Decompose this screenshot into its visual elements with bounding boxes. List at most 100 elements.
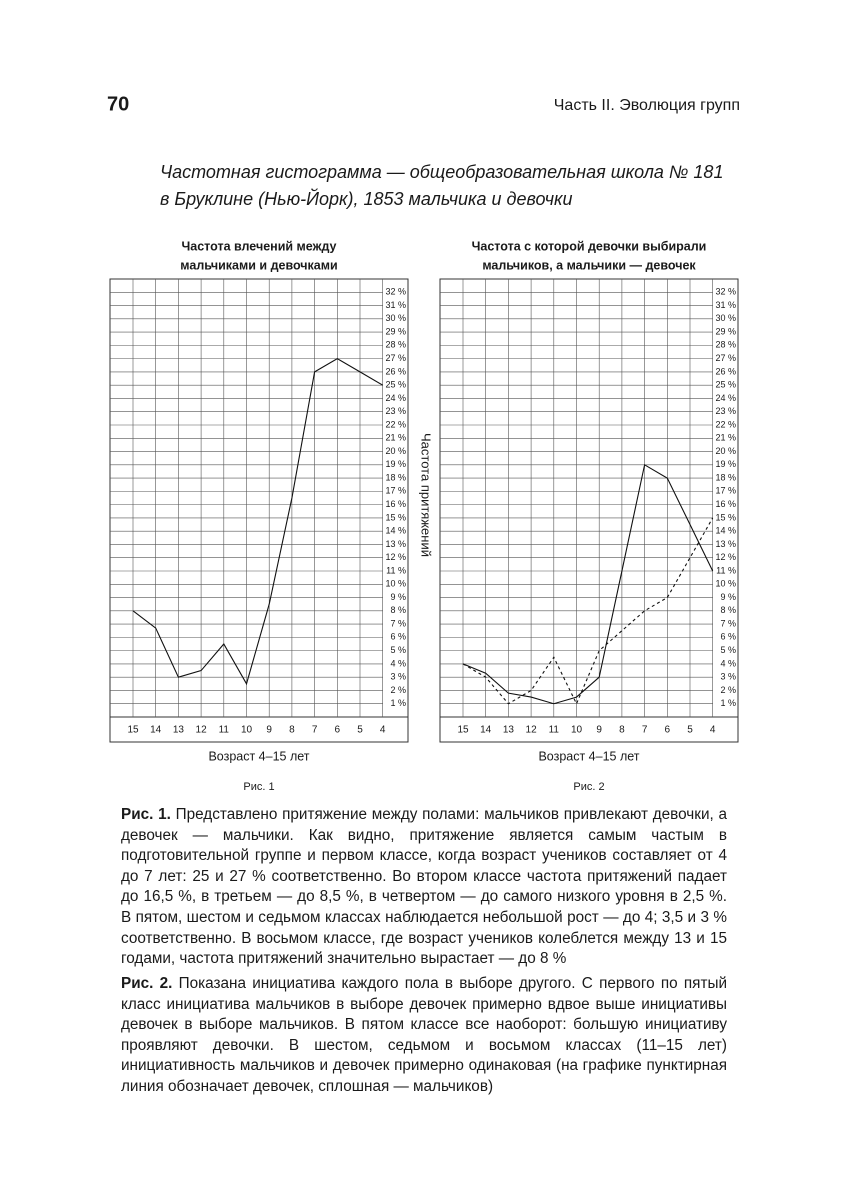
x-tick-label: 8 — [289, 725, 295, 736]
y-tick-label: 7 % — [720, 618, 736, 628]
y-tick-label: 24 % — [385, 393, 406, 403]
x-tick-label: 12 — [526, 725, 538, 736]
x-tick-label: 11 — [549, 725, 560, 736]
y-tick-label: 15 % — [715, 512, 736, 522]
x-tick-label: 11 — [219, 725, 230, 736]
y-tick-label: 9 % — [720, 592, 736, 602]
y-tick-label: 28 % — [715, 340, 736, 350]
y-tick-label: 22 % — [385, 419, 406, 429]
x-tick-label: 9 — [596, 725, 602, 736]
x-tick-label: 5 — [687, 725, 693, 736]
y-tick-label: 32 % — [715, 287, 736, 297]
y-tick-label: 2 % — [720, 685, 736, 695]
x-tick-label: 8 — [619, 725, 625, 736]
paragraph: Рис. 1. Представлено притяжение между по… — [121, 805, 727, 970]
y-tick-label: 29 % — [715, 326, 736, 336]
y-tick-label: 12 % — [715, 552, 736, 562]
x-tick-label: 14 — [480, 725, 492, 736]
y-tick-label: 28 % — [385, 340, 406, 350]
y-tick-label: 3 % — [720, 672, 736, 682]
y-tick-label: 20 % — [385, 446, 406, 456]
y-tick-label: 27 % — [715, 353, 736, 363]
y-tick-label: 14 % — [385, 526, 406, 536]
y-tick-label: 16 % — [715, 499, 736, 509]
x-tick-label: 13 — [173, 725, 185, 736]
x-axis-label: Возраст 4–15 лет — [538, 749, 639, 763]
y-tick-label: 23 % — [385, 406, 406, 416]
y-tick-label: 17 % — [385, 486, 406, 496]
y-tick-label: 31 % — [385, 300, 406, 310]
y-axis-label: Частота притяжений — [419, 433, 434, 557]
y-tick-label: 30 % — [715, 313, 736, 323]
x-tick-label: 7 — [312, 725, 318, 736]
y-tick-label: 7 % — [390, 618, 406, 628]
y-tick-label: 16 % — [385, 499, 406, 509]
x-axis-label: Возраст 4–15 лет — [208, 749, 309, 763]
x-tick-label: 9 — [266, 725, 272, 736]
y-tick-label: 13 % — [385, 539, 406, 549]
y-tick-label: 2 % — [390, 685, 406, 695]
x-tick-label: 4 — [380, 725, 386, 736]
chart-frame — [109, 278, 409, 743]
x-tick-label: 12 — [196, 725, 208, 736]
x-tick-label: 7 — [642, 725, 648, 736]
y-tick-label: 31 % — [715, 300, 736, 310]
x-tick-label: 15 — [127, 725, 139, 736]
y-tick-label: 1 % — [720, 698, 736, 708]
y-tick-label: 26 % — [715, 366, 736, 376]
y-tick-label: 19 % — [715, 459, 736, 469]
paragraph-text: Представлено притяжение между полами: ма… — [121, 806, 727, 968]
y-tick-label: 29 % — [385, 326, 406, 336]
y-tick-label: 22 % — [715, 419, 736, 429]
y-tick-label: 27 % — [385, 353, 406, 363]
chart-title: Частота влечений между — [182, 239, 337, 253]
y-tick-label: 10 % — [385, 579, 406, 589]
y-tick-label: 19 % — [385, 459, 406, 469]
y-tick-label: 18 % — [715, 472, 736, 482]
figure-title: в Бруклине (Нью-Йорк), 1853 мальчика и д… — [160, 188, 573, 209]
y-tick-label: 6 % — [390, 632, 406, 642]
x-tick-label: 15 — [457, 725, 469, 736]
page-graphics: 70 Часть II. Эволюция групп Частотная ги… — [107, 93, 740, 793]
y-tick-label: 25 % — [385, 380, 406, 390]
y-tick-label: 10 % — [715, 579, 736, 589]
y-tick-label: 11 % — [716, 565, 736, 575]
y-tick-label: 1 % — [390, 698, 406, 708]
chart-title: мальчиков, а мальчики — девочек — [482, 258, 696, 272]
section-title: Часть II. Эволюция групп — [554, 97, 740, 114]
x-tick-label: 6 — [665, 725, 671, 736]
y-tick-label: 21 % — [385, 433, 406, 443]
y-tick-label: 4 % — [720, 658, 736, 668]
x-tick-label: 10 — [241, 725, 253, 736]
y-tick-label: 25 % — [715, 380, 736, 390]
page-number: 70 — [107, 93, 129, 115]
y-tick-label: 30 % — [385, 313, 406, 323]
y-tick-label: 23 % — [715, 406, 736, 416]
x-tick-label: 14 — [150, 725, 162, 736]
y-tick-label: 13 % — [715, 539, 736, 549]
y-tick-label: 26 % — [385, 366, 406, 376]
x-tick-label: 5 — [357, 725, 363, 736]
y-tick-label: 11 % — [386, 565, 406, 575]
y-tick-label: 24 % — [715, 393, 736, 403]
y-tick-label: 20 % — [715, 446, 736, 456]
chart-title: Частота с которой девочки выбирали — [472, 239, 707, 253]
data-line — [132, 357, 383, 686]
figure-caption: Рис. 1 — [243, 781, 274, 793]
y-tick-label: 18 % — [385, 472, 406, 482]
figure-caption: Рис. 2 — [573, 781, 604, 793]
y-tick-label: 8 % — [390, 605, 406, 615]
x-tick-label: 6 — [335, 725, 341, 736]
y-tick-label: 21 % — [715, 433, 736, 443]
data-line — [462, 463, 714, 705]
figure-title: Частотная гистограмма — общеобразователь… — [160, 162, 723, 182]
y-tick-label: 5 % — [720, 645, 736, 655]
chart-frame — [439, 278, 739, 743]
y-tick-label: 8 % — [720, 605, 736, 615]
paragraph-label: Рис. 1. — [121, 806, 171, 823]
y-tick-label: 4 % — [390, 658, 406, 668]
x-tick-label: 4 — [710, 725, 716, 736]
y-tick-label: 15 % — [385, 512, 406, 522]
paragraph-label: Рис. 2. — [121, 975, 173, 992]
